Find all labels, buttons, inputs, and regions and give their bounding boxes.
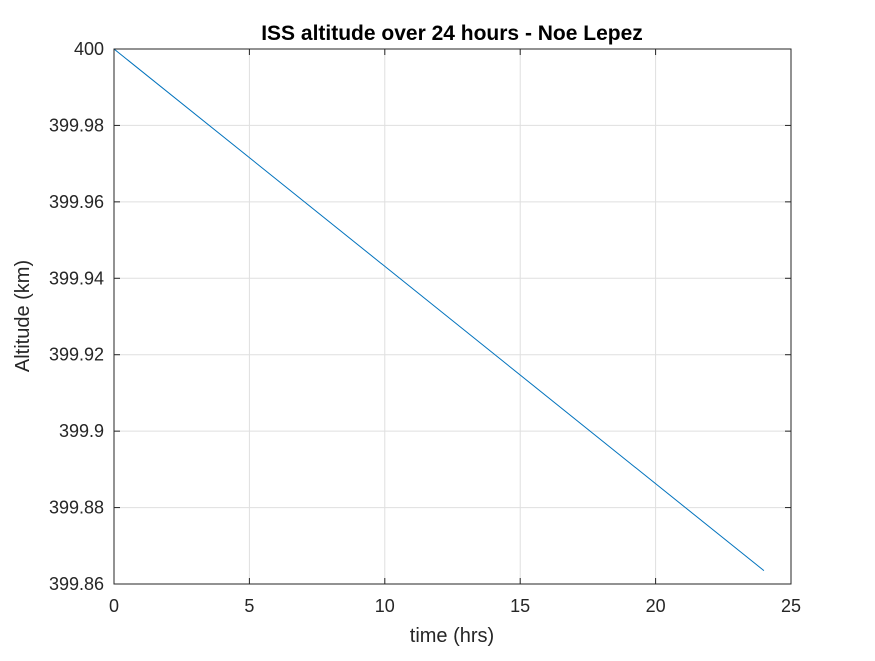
y-tick-label: 399.86 — [49, 574, 104, 594]
x-tick-label: 5 — [244, 596, 254, 616]
plot-area-border — [113, 48, 792, 585]
axis-ticks — [113, 48, 792, 585]
y-tick-label: 399.94 — [49, 268, 104, 288]
chart-title: ISS altitude over 24 hours - Noe Lepez — [261, 22, 643, 45]
plot-area-background — [114, 49, 791, 584]
y-tick-labels: 399.86 399.88 399.9 399.92 399.94 399.96 399.9… — [49, 39, 104, 594]
y-tick-label: 399.96 — [49, 192, 104, 212]
y-tick-label: 399.92 — [49, 345, 104, 365]
y-tick-label: 399.88 — [49, 498, 104, 518]
x-tick-label: 10 — [375, 596, 395, 616]
altitude-series-line — [113, 48, 765, 572]
x-tick-label: 15 — [510, 596, 530, 616]
x-axis-label: time (hrs) — [410, 625, 494, 647]
x-tick-label: 20 — [646, 596, 666, 616]
y-tick-label: 399.9 — [59, 421, 104, 441]
y-tick-label: 399.98 — [49, 115, 104, 135]
y-axis-label: Altitude (km) — [12, 260, 34, 372]
x-tick-labels: 0 5 10 15 20 25 — [109, 596, 801, 616]
x-tick-label: 25 — [781, 596, 801, 616]
x-tick-label: 0 — [109, 596, 119, 616]
series-layer — [113, 48, 765, 572]
y-tick-label: 400 — [74, 39, 104, 59]
